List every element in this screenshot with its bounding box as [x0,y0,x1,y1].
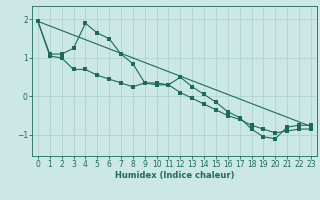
X-axis label: Humidex (Indice chaleur): Humidex (Indice chaleur) [115,171,234,180]
